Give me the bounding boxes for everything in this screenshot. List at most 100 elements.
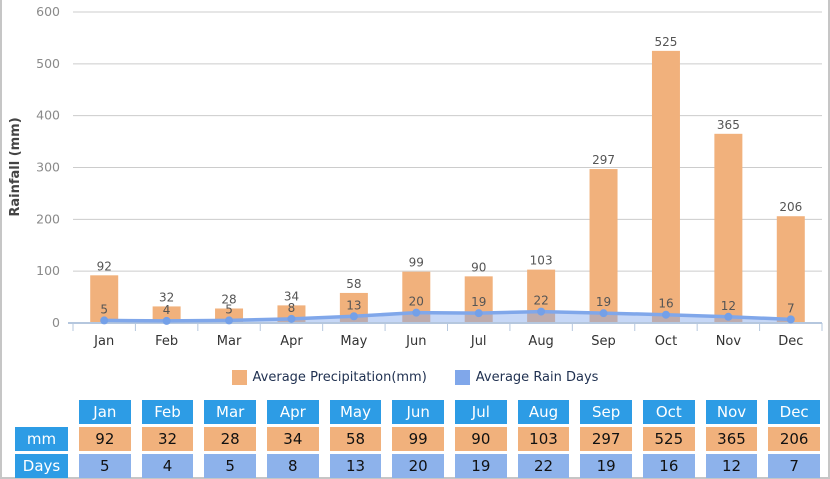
table-value-cell: 5 [79,454,131,478]
rain-days-marker [349,312,358,321]
table-value-cell: 13 [329,454,382,478]
legend-item-precipitation: Average Precipitation(mm) [231,369,427,385]
table-value-cell: 365 [705,427,758,451]
bar-value-label: 58 [346,277,361,291]
x-tick-label: Jan [93,334,114,349]
rain-days-marker [162,316,171,325]
table-month-header: Jun [392,400,444,424]
day-value-label: 5 [100,302,108,316]
table-month-header: Dec [768,400,820,424]
table-value-cell: 19 [580,454,632,478]
rain-days-marker [537,307,546,316]
precipitation-bar [589,169,618,323]
day-value-label: 8 [288,301,296,315]
table-month-header: Oct [643,400,695,424]
precipitation-bar [776,216,805,323]
rainfall-chart-svg: Rainfall (mm) 0 100 200 300 400 500 600 92 32 28 3… [8,4,823,349]
precipitation-bar [90,275,119,323]
table-month-header: Feb [141,400,194,424]
rainfall-chart: Rainfall (mm) 0 100 200 300 400 500 600 92 32 28 3… [2,0,828,362]
table-row-label: mm [15,427,68,451]
day-value-label: 19 [596,295,611,309]
rain-days-marker [412,308,421,317]
rain-days-marker [100,316,109,325]
day-value-label: 19 [471,295,486,309]
legend-item-rain-days: Average Rain Days [454,369,599,385]
table-value-cell: 206 [768,427,820,451]
precipitation-bar [152,306,181,323]
bar-value-label: 32 [159,290,174,304]
x-tick-label: May [340,334,367,349]
table-value-cell: 8 [267,454,319,478]
table-month-header: Mar [204,400,256,424]
legend-label: Average Rain Days [475,369,599,385]
bar-value-label: 92 [97,259,112,273]
rain-days-line [104,309,791,323]
table-month-header: May [329,400,382,424]
x-tick-label: Jul [470,334,487,349]
precipitation-bar [714,133,743,323]
x-tick-label: Oct [655,334,677,349]
table-value-cell: 7 [768,454,820,478]
y-tick-label: 200 [36,211,60,226]
table-value-cell: 90 [455,427,507,451]
x-tick-label: Sep [591,334,616,349]
legend-swatch-icon [231,369,247,385]
x-tick-label: Aug [528,334,553,349]
bar-value-label: 103 [530,254,553,268]
bar-value-label: 297 [592,153,615,167]
table-value-cell: 19 [455,454,507,478]
monthly-data-table: Jan Feb Mar Apr May Jun Jul Aug Sep Oct Nov Dec mm 92… [15,400,820,478]
day-value-label: 7 [787,301,795,315]
table-month-header: Sep [580,400,632,424]
y-tick-label: 300 [36,160,60,175]
y-tick-label: 600 [36,4,60,19]
x-tick-label: Feb [155,334,178,349]
table-value-cell: 103 [517,427,570,451]
bar-value-label: 525 [655,35,678,49]
day-value-label: 4 [163,303,171,317]
bar-value-label: 206 [779,200,802,214]
x-tick-label: Mar [217,334,242,349]
bar-value-label: 90 [471,260,486,274]
x-tick-label: Nov [716,334,742,349]
y-tick-label: 0 [52,315,60,330]
table-value-cell: 16 [643,454,695,478]
chart-legend: Average Precipitation(mm) Average Rain Da… [2,368,828,386]
day-value-label: 16 [658,297,673,311]
table-value-cell: 22 [517,454,570,478]
precipitation-bar [651,50,680,323]
day-value-label: 22 [533,294,548,308]
day-value-label: 12 [721,299,736,313]
table-value-cell: 28 [204,427,256,451]
legend-swatch-icon [454,369,470,385]
day-value-label: 20 [409,295,424,309]
bar-value-label: 99 [409,256,424,270]
table-month-header: Aug [517,400,570,424]
table-value-cell: 20 [392,454,444,478]
table-month-header: Jul [455,400,507,424]
day-value-label: 5 [225,302,233,316]
table-value-cell: 525 [643,427,695,451]
table-row-label: Days [15,454,68,478]
rain-days-marker [599,309,608,318]
rain-days-marker [225,316,234,325]
y-tick-label: 100 [36,263,60,278]
rain-days-marker [287,314,296,323]
bar-value-label: 34 [284,289,299,303]
table-month-header: Apr [267,400,319,424]
table-value-cell: 4 [141,454,194,478]
rain-days-marker [474,309,483,318]
day-value-label: 13 [346,298,361,312]
y-tick-label: 400 [36,108,60,123]
table-value-cell: 58 [329,427,382,451]
table-corner-cell [15,400,68,424]
rain-days-marker [724,312,733,321]
table-value-cell: 92 [79,427,131,451]
x-tick-label: Apr [280,334,303,349]
rain-days-marker [786,315,795,324]
y-tick-label: 500 [36,56,60,71]
x-tick-label: Dec [778,334,803,349]
y-axis-title: Rainfall (mm) [8,117,23,216]
